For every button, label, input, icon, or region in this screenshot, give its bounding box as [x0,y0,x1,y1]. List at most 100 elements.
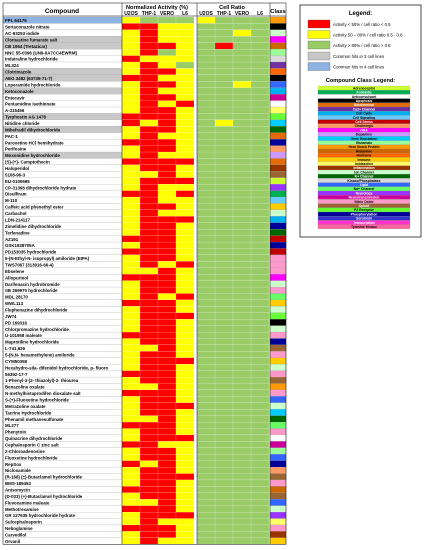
row-label: 5108-96-3 [5,172,26,177]
ratio-cell [232,344,252,352]
activity-cell [157,216,177,223]
ratio-cell [214,81,234,88]
activity-cell [157,338,177,346]
ratio-cell [214,203,234,210]
row-label: Anisomycin [5,488,30,493]
activity-cell [157,486,177,493]
activity-cell [175,447,195,455]
class-legend-label: Neurotransmission [349,196,380,200]
class-cell [269,113,287,120]
activity-cell [157,351,177,358]
ratio-cell [214,16,234,24]
activity-cell [139,364,159,371]
header-class: Class [270,9,285,15]
ratio-cell [196,280,216,288]
ratio-cell [196,383,216,391]
ratio-cell [196,254,216,262]
activity-cell [139,479,159,487]
ratio-cell [214,402,234,410]
ratio-cell [196,331,216,339]
activity-cell [175,16,195,24]
legend-swatch [307,62,331,71]
ratio-cell [196,479,216,487]
ratio-cell [214,344,234,352]
activity-cell [139,274,159,281]
ratio-cell [250,325,270,333]
activity-cell [121,422,141,429]
activity-cell [139,402,159,410]
ratio-cell [250,319,270,326]
ratio-cell [196,222,216,230]
ratio-cell [232,171,252,178]
activity-cell [139,409,159,416]
ratio-cell [196,306,216,313]
ratio-cell [250,87,270,95]
activity-cell [121,61,141,69]
class-legend-label: Heat Shock Protein [348,145,379,149]
row-label: AZ191 [5,237,19,242]
activity-cell [139,177,159,185]
ratio-cell [232,312,252,320]
activity-cell [157,479,177,487]
activity-cell [175,261,195,268]
row-label: Allopurinol [5,275,28,280]
ratio-cell [250,164,270,172]
ratio-cell [196,492,216,500]
row-highlight [2,421,123,429]
row-label: GR 127935 hydrochloride hydrate [5,513,76,518]
ratio-cell [232,203,252,210]
activity-cell [139,254,159,262]
ratio-cell [214,74,234,82]
ratio-cell [232,94,252,101]
ratio-cell [196,312,216,320]
ratio-cell [196,473,216,481]
activity-cell [139,312,159,320]
activity-cell [139,286,159,294]
row-label: CP-31398 dihydrochloride hydrate [5,185,77,190]
ratio-cell [196,486,216,493]
class-cell [269,274,287,281]
class-cell [269,512,287,519]
activity-cell [139,351,159,358]
row-label: LDN-214117 [5,217,30,222]
class-cell [269,441,287,448]
class-cell [269,518,287,526]
activity-cell [157,106,177,114]
class-legend-label: Cell Stress [355,120,373,124]
activity-cell [139,235,159,243]
activity-cell [175,383,195,391]
activity-cell [175,106,195,114]
ratio-cell [232,49,252,56]
activity-cell [175,145,195,153]
activity-cell [139,81,159,88]
activity-cell [157,460,177,468]
activity-cell [121,68,141,75]
activity-cell [175,325,195,333]
row-label: MDL 28170 [5,295,28,300]
row-label: 56392-17-7 [5,372,28,377]
class-cell [269,447,287,455]
class-cell [269,312,287,320]
class-legend-label: Hormone [357,154,372,158]
ratio-cell [232,132,252,140]
column-label: VERO [235,11,249,17]
class-legend-label: Imidazoline [355,162,374,166]
class-cell [269,171,287,178]
ratio-cell [250,254,270,262]
class-cell [269,61,287,69]
ratio-cell [250,402,270,410]
class-legend-label: Glutamate [356,141,373,145]
ratio-cell [196,415,216,423]
ratio-cell [250,537,270,545]
row-label: Entecavir [5,95,25,100]
legend-swatch [307,51,331,61]
activity-cell [175,512,195,519]
activity-cell [139,325,159,333]
activity-cell [121,312,141,320]
ratio-cell [250,531,270,538]
ratio-cell [196,524,216,532]
activity-cell [175,139,195,146]
ratio-cell [214,364,234,371]
activity-cell [175,203,195,210]
